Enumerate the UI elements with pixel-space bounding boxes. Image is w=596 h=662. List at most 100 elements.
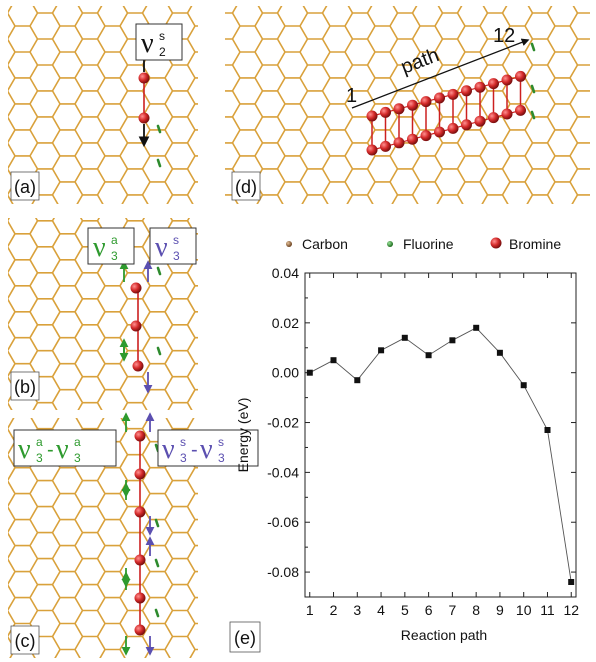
path-start-label: 1 xyxy=(346,85,357,107)
path-label: path xyxy=(398,44,442,78)
mode-sub: 3 xyxy=(111,249,118,263)
bromine-atom xyxy=(474,115,486,127)
data-point xyxy=(330,357,337,364)
panel-label-d: (d) xyxy=(231,171,261,201)
data-point xyxy=(544,427,551,433)
mode-sup: a xyxy=(74,435,81,449)
bromine-atom xyxy=(138,112,150,124)
bromine-atom xyxy=(447,88,459,100)
bromine-atom xyxy=(134,592,146,604)
panel-label-text: (d) xyxy=(235,177,257,197)
x-axis-ticks: 1 2 3 4 5 6 7 8 9 10 11 12 xyxy=(306,273,579,618)
x-tick-label: 8 xyxy=(472,602,480,618)
bromine-atom xyxy=(501,108,513,120)
data-point xyxy=(449,337,456,344)
fluorine-atom xyxy=(154,608,160,618)
bromine-atom xyxy=(130,320,142,332)
mode-label-a: ν s 2 xyxy=(135,23,183,61)
x-tick-label: 3 xyxy=(353,602,361,618)
panel-a-molecule xyxy=(138,47,150,148)
bromine-atom xyxy=(515,104,526,116)
bromine-atom xyxy=(393,103,405,115)
y-tick-label: 0.02 xyxy=(272,315,299,331)
bromine-atom xyxy=(447,122,459,134)
mode-sup: s xyxy=(218,435,224,449)
panel-label-text: (b) xyxy=(14,377,36,397)
nu-symbol: ν xyxy=(141,28,154,59)
bromine-atom xyxy=(134,624,146,636)
bromine-atom xyxy=(434,92,445,104)
mode-sup: a xyxy=(111,233,118,247)
x-tick-label: 11 xyxy=(540,602,555,618)
bromine-atom xyxy=(134,554,146,566)
bromine-atom xyxy=(515,70,526,82)
x-tick-label: 7 xyxy=(448,602,456,618)
data-point xyxy=(378,347,385,354)
x-tick-label: 2 xyxy=(330,602,338,618)
mode-sup: s xyxy=(173,233,179,247)
mode-sup: a xyxy=(36,435,43,449)
data-point xyxy=(520,382,527,389)
x-tick-label: 10 xyxy=(516,602,532,618)
series-line xyxy=(309,327,572,583)
x-tick-label: 6 xyxy=(425,602,433,618)
bromine-atom xyxy=(474,81,486,93)
mode-dash: - xyxy=(47,439,54,461)
y-axis-label: Energy (eV) xyxy=(235,398,251,473)
bromine-atom xyxy=(407,133,418,145)
panel-label-a: (a) xyxy=(10,171,40,201)
fluorine-atom xyxy=(530,84,536,94)
panel-c-molecule xyxy=(121,412,155,656)
bromine-atom xyxy=(380,106,391,118)
mode-label-c-left: ν a 3 - ν a 3 xyxy=(13,429,117,467)
panel-label-b: (b) xyxy=(10,371,40,401)
mode-sub: 3 xyxy=(180,451,187,465)
data-point xyxy=(568,579,575,585)
y-tick-label: -0.02 xyxy=(267,415,299,431)
panel-label-text: (e) xyxy=(234,628,256,648)
data-point xyxy=(401,334,408,341)
mode-label-b-left: ν a 3 xyxy=(87,227,135,265)
series-points xyxy=(306,324,575,585)
y-tick-label: 0.00 xyxy=(272,365,299,381)
bromine-atom xyxy=(134,506,146,518)
fluorine-atom xyxy=(156,124,162,134)
bromine-swatch xyxy=(490,237,502,249)
mode-sub: 3 xyxy=(36,451,43,465)
x-tick-label: 9 xyxy=(496,602,504,618)
nu-symbol: ν xyxy=(155,232,168,263)
bromine-atom xyxy=(420,96,432,108)
mode-label-b-right: ν s 3 xyxy=(149,227,197,265)
plot-frame xyxy=(304,272,577,598)
fluorine-atom xyxy=(530,110,536,120)
mode-dash: - xyxy=(191,439,198,461)
panel-d-molecules xyxy=(366,70,526,156)
bromine-atom xyxy=(134,430,146,442)
data-point xyxy=(496,349,503,356)
mode-sub: 3 xyxy=(218,451,225,465)
path-arrow xyxy=(351,38,530,109)
bromine-atom xyxy=(380,140,391,152)
nu-symbol: ν xyxy=(200,434,213,465)
fluorine-atom xyxy=(156,158,162,168)
fluorine-atom xyxy=(156,266,162,276)
x-tick-label: 4 xyxy=(377,602,385,618)
mode-label-c-right: ν s 3 - ν s 3 xyxy=(157,429,259,467)
bromine-atom xyxy=(366,144,378,156)
path-end-label: 12 xyxy=(493,25,515,47)
mode-sub: 2 xyxy=(159,45,166,59)
bromine-atom xyxy=(461,119,472,131)
fluorine-atom xyxy=(530,42,536,52)
bromine-atom xyxy=(393,137,405,149)
bromine-atom xyxy=(134,468,146,480)
atom-legend: Carbon Fluorine Bromine xyxy=(286,236,561,252)
bromine-atom xyxy=(501,74,513,86)
mode-sub: 3 xyxy=(74,451,81,465)
nu-symbol: ν xyxy=(162,434,175,465)
